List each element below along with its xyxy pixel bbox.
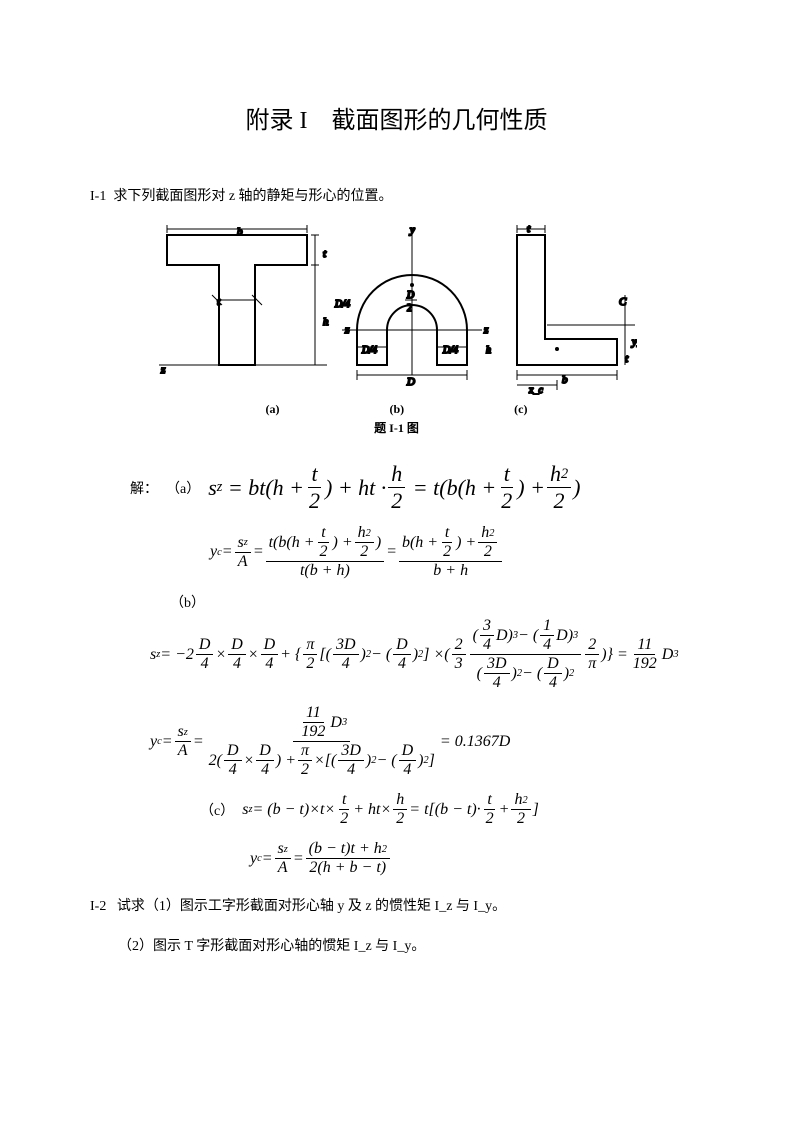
fig-label-a: (a) (266, 402, 280, 417)
problem-i2-text2: （2）图示 T 字形截面对形心轴的惯矩 I_z 与 I_y。 (118, 939, 425, 954)
fig-label-b: (b) (390, 402, 405, 417)
svg-text:t: t (625, 353, 629, 365)
svg-text:2: 2 (407, 303, 412, 314)
problem-i2-line1: I-2 试求（1）图示工字形截面对形心轴 y 及 z 的惯性矩 I_z 与 I_… (90, 895, 703, 915)
svg-text:t: t (527, 225, 531, 235)
solution-prefix: 解： (130, 478, 158, 498)
svg-text:b: b (237, 226, 243, 238)
svg-text:h: h (323, 316, 329, 328)
problem-i2-text1: 试求（1）图示工字形截面对形心轴 y 及 z 的惯性矩 I_z 与 I_y。 (117, 899, 506, 914)
solution-c-yc: yc = szA = (b − t)t + h2 2(h + b − t) (250, 840, 703, 877)
problem-i2-line2: （2）图示 T 字形截面对形心轴的惯矩 I_z 与 I_y。 (118, 935, 703, 955)
eq-c-yc: yc = szA = (b − t)t + h2 2(h + b − t) (250, 840, 392, 877)
svg-text:z: z (483, 324, 489, 336)
eq-b-yc: yc = szA = 11192D3 2(D4×D4) + π2×[(3D4)2… (150, 704, 510, 779)
svg-text:z: z (344, 324, 350, 336)
solution-b-yc: yc = szA = 11192D3 2(D4×D4) + π2×[(3D4)2… (150, 704, 703, 779)
part-a-label: （a） (166, 478, 200, 498)
solution-c-sz: （c） sz = (b − t)×t× t2 + ht× h2 = t[(b −… (200, 791, 703, 828)
svg-text:D/4: D/4 (442, 345, 458, 356)
problem-i2-label: I-2 (90, 899, 106, 914)
svg-text:t: t (323, 248, 327, 260)
svg-text:D/4: D/4 (334, 299, 350, 310)
svg-text:x_c: x_c (528, 385, 543, 395)
problem-i1: I-1 求下列截面图形对 z 轴的静矩与形心的位置。 (90, 185, 703, 205)
part-b-label: （b） (170, 592, 703, 612)
figure-svg: b t h t z (157, 225, 637, 395)
eq-a-yc: yc = szA = t(b(h + t2) + h22) t(b + h) =… (210, 524, 504, 580)
solution-b-sz: sz = −2 D4× D4× D4 + { π2 [(3D4)2 − (D4)… (150, 617, 703, 692)
fig-label-c: (c) (514, 402, 527, 417)
svg-text:D: D (406, 290, 415, 301)
svg-text:D/4: D/4 (361, 345, 377, 356)
svg-text:D: D (406, 376, 415, 388)
svg-text:z: z (160, 364, 166, 376)
eq-a-sz: sz = bt(h + t2 ) + ht · h2 = t(b(h + t2 … (208, 461, 580, 514)
svg-text:b: b (562, 374, 568, 386)
problem-i1-label: I-1 (90, 189, 106, 204)
problem-i1-text: 求下列截面图形对 z 轴的静矩与形心的位置。 (113, 189, 392, 204)
svg-text:y_c: y_c (631, 336, 637, 348)
figure-i1: b t h t z (90, 225, 703, 436)
page-title: 附录 I 截面图形的几何性质 (90, 100, 703, 135)
solution-a-sz: 解： （a） sz = bt(h + t2 ) + ht · h2 = t(b(… (130, 461, 703, 514)
svg-text:h: h (486, 345, 491, 356)
svg-text:t: t (217, 296, 221, 308)
part-c-label: （c） (200, 800, 234, 820)
fig-caption: 题 I-1 图 (90, 419, 703, 436)
eq-b-sz: sz = −2 D4× D4× D4 + { π2 [(3D4)2 − (D4)… (150, 617, 679, 692)
eq-c-sz: sz = (b − t)×t× t2 + ht× h2 = t[(b − t)·… (242, 791, 539, 828)
svg-text:y: y (409, 225, 415, 236)
svg-text:C: C (619, 296, 627, 308)
solution-a-yc: yc = szA = t(b(h + t2) + h22) t(b + h) =… (210, 524, 703, 580)
